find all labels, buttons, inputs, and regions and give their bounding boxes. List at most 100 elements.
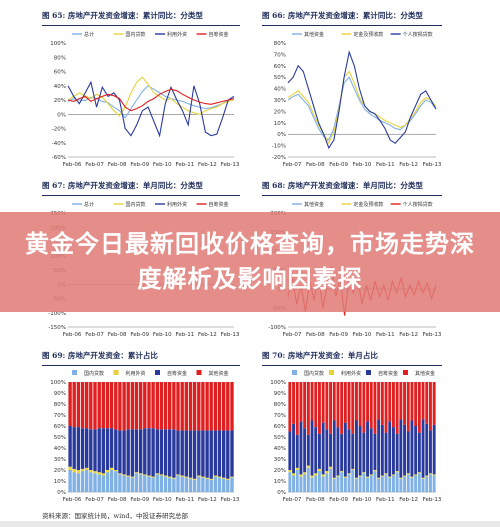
bar-segment-1	[292, 475, 295, 492]
bar-segment-4	[188, 382, 193, 431]
bar-segment-2	[147, 475, 151, 477]
bar-segment-3	[180, 430, 184, 476]
x-tick-label: Feb-12	[198, 162, 217, 168]
title-rule	[262, 195, 442, 196]
bar-segment-3	[209, 430, 213, 479]
bar-segment-4	[130, 382, 135, 430]
legend-swatch-3	[155, 370, 160, 375]
bar-segment-3	[380, 424, 384, 476]
bar-segment-4	[303, 382, 307, 429]
series-line-1	[287, 76, 437, 141]
bar-segment-2	[105, 470, 110, 473]
chart-fig65: 总计 国内贷款 利用外资 自筹资金 100% 80% 60% 40% 20% 0% -20% -40%…	[50, 31, 240, 168]
legend-swatch-1	[292, 370, 297, 375]
chart-title-fig65: 图 65: 房地产开发资金增速：累计同比：分类型	[42, 11, 203, 20]
bar-segment-1	[325, 473, 329, 492]
source-note: 资料来源：国家统计局，wind，中投证券研究总部	[42, 512, 188, 520]
y-tick-label: 20%	[274, 468, 286, 474]
bar-segment-3	[388, 421, 392, 477]
bar-segment-2	[355, 477, 358, 479]
bar-segment-1	[321, 476, 325, 492]
bar-segment-2	[343, 476, 347, 478]
bar-segment-1	[143, 475, 147, 492]
bar-segment-4	[80, 382, 85, 429]
bar-segment-4	[168, 382, 172, 430]
legend-swatch-2	[329, 370, 334, 375]
bar-segment-4	[329, 382, 332, 434]
bar-segment-2	[321, 474, 325, 477]
bar-segment-2	[176, 474, 180, 476]
bar-segment-4	[176, 382, 180, 431]
bar-segment-3	[226, 430, 230, 479]
bar-segment-2	[101, 473, 105, 476]
bar-segment-1	[377, 478, 381, 492]
x-tick-label: Feb-11	[175, 332, 194, 338]
bar-segment-1	[101, 475, 105, 492]
bar-segment-3	[155, 429, 159, 474]
bar-segment-1	[421, 478, 425, 492]
bar-segment-3	[421, 419, 425, 478]
bar-segment-2	[388, 476, 392, 478]
bar-segment-2	[122, 474, 126, 476]
bar-segment-2	[377, 477, 381, 479]
bar-segment-2	[340, 471, 344, 473]
y-tick-label: 60%	[274, 64, 286, 70]
bar-segment-1	[355, 478, 358, 492]
bar-segment-2	[288, 470, 292, 473]
chart-title-fig68: 图 68: 房地产开发资金增速：单月同比：分类型	[262, 181, 423, 190]
bar-segment-3	[369, 428, 373, 475]
bar-segment-1	[314, 475, 318, 492]
bar-segment-4	[72, 382, 76, 428]
bar-segment-1	[358, 476, 362, 492]
bar-segment-1	[180, 476, 184, 492]
x-tick-label: Feb-09	[130, 332, 149, 338]
bar-segment-4	[295, 382, 299, 435]
bar-segment-1	[188, 478, 193, 492]
y-tick-label: 70%	[274, 52, 286, 58]
legend-label-1: 国内贷款	[304, 370, 324, 377]
bar-segment-4	[230, 382, 234, 431]
y-tick-label: 50%	[274, 75, 286, 81]
chart-fig66: 其他资金 定金及预收款 个人按揭贷款 80% 70% 60% 50% 40% 30% 20% 10%…	[272, 31, 442, 168]
bar-segment-3	[76, 427, 81, 470]
bar-segment-1	[192, 479, 197, 492]
headline-banner[interactable]: 黄金今日最新回收价格查询，市场走势深度解析及影响因素探	[0, 212, 500, 312]
series-line-3	[287, 50, 437, 150]
bar-segment-2	[429, 473, 432, 475]
legend-label-4: 自筹资金	[209, 31, 229, 38]
bar-segment-1	[299, 476, 303, 492]
bar-segment-4	[358, 382, 362, 426]
bar-segment-2	[329, 466, 332, 469]
bar-segment-2	[172, 477, 176, 479]
bar-segment-2	[180, 475, 184, 477]
x-tick-label: Feb-12	[198, 332, 217, 338]
bar-segment-1	[230, 477, 234, 492]
bar-segment-3	[399, 419, 403, 478]
bar-segment-3	[295, 434, 299, 468]
legend-label-1: 其他资金	[304, 31, 324, 38]
bar-segment-3	[172, 429, 176, 478]
y-tick-label: 10%	[274, 121, 286, 127]
headline-text[interactable]: 黄金今日最新回收价格查询，市场走势深度解析及影响因素探	[25, 230, 475, 293]
bar-segment-1	[147, 476, 151, 492]
y-tick-label: -150%	[48, 325, 66, 331]
x-tick-label: Feb-07	[283, 497, 302, 503]
x-tick-label: Feb-08	[306, 332, 325, 338]
bar-segment-2	[351, 468, 355, 470]
legend-label-2: 定金及预收款	[353, 201, 383, 208]
bar-segment-3	[163, 429, 168, 476]
y-tick-label: 80%	[54, 402, 66, 408]
bar-segment-4	[76, 382, 81, 428]
bar-segment-1	[347, 474, 351, 492]
y-tick-label: 20%	[54, 98, 66, 104]
bar-segment-4	[292, 382, 295, 424]
x-tick-label: Feb-07	[85, 332, 104, 338]
y-tick-label: -10%	[272, 144, 286, 150]
x-tick-label: Feb-07	[85, 162, 104, 168]
bar-segment-2	[373, 470, 377, 472]
x-tick-label: Feb-11	[175, 162, 194, 168]
bar-segment-3	[329, 433, 332, 467]
bar-segment-3	[151, 428, 155, 477]
x-tick-label: Feb-11	[376, 497, 395, 503]
bar-segment-1	[222, 478, 226, 492]
